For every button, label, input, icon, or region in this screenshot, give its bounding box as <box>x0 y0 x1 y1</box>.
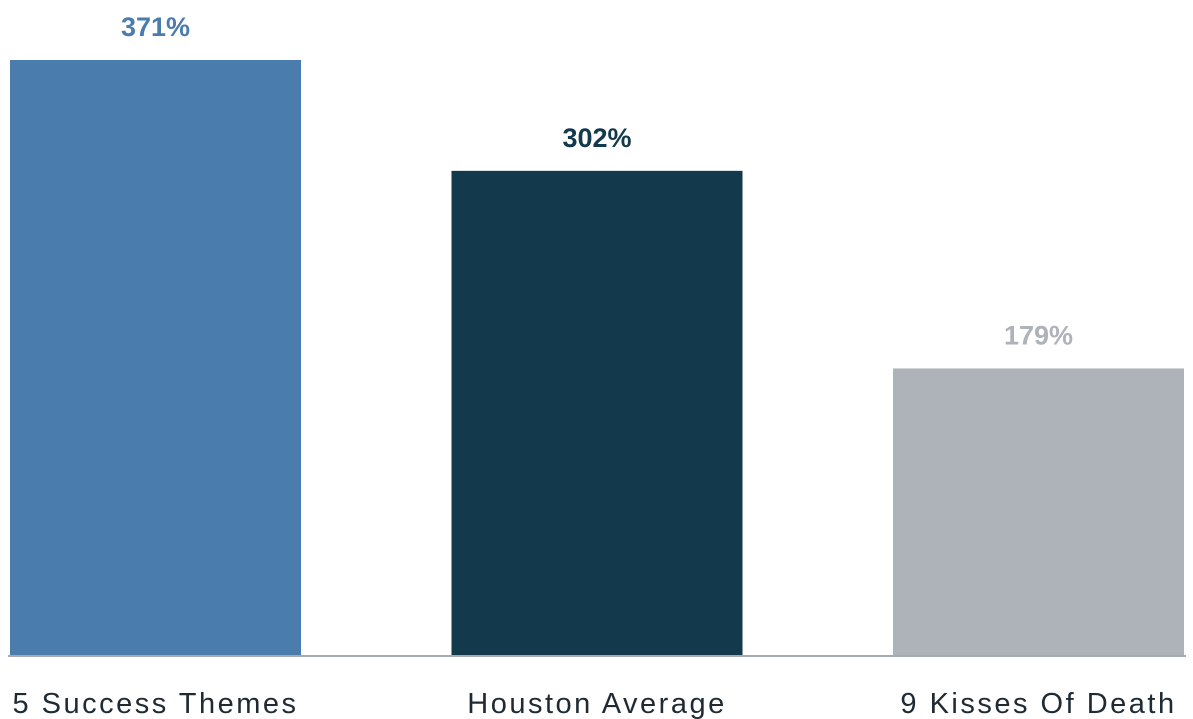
bar-3 <box>893 368 1184 656</box>
category-label-1: 5 Success Themes <box>12 688 298 719</box>
bar-1 <box>10 60 301 656</box>
value-label-1: 371% <box>121 12 190 42</box>
category-label-2: Houston Average <box>467 688 726 719</box>
value-label-2: 302% <box>562 123 631 153</box>
bars-layer <box>10 60 1184 656</box>
labels-layer: 371% 5 Success Themes 302% Houston Average 1… <box>12 12 1176 719</box>
value-label-3: 179% <box>1004 320 1073 350</box>
bar-2 <box>451 170 743 656</box>
category-label-3: 9 Kisses Of Death <box>900 688 1176 719</box>
